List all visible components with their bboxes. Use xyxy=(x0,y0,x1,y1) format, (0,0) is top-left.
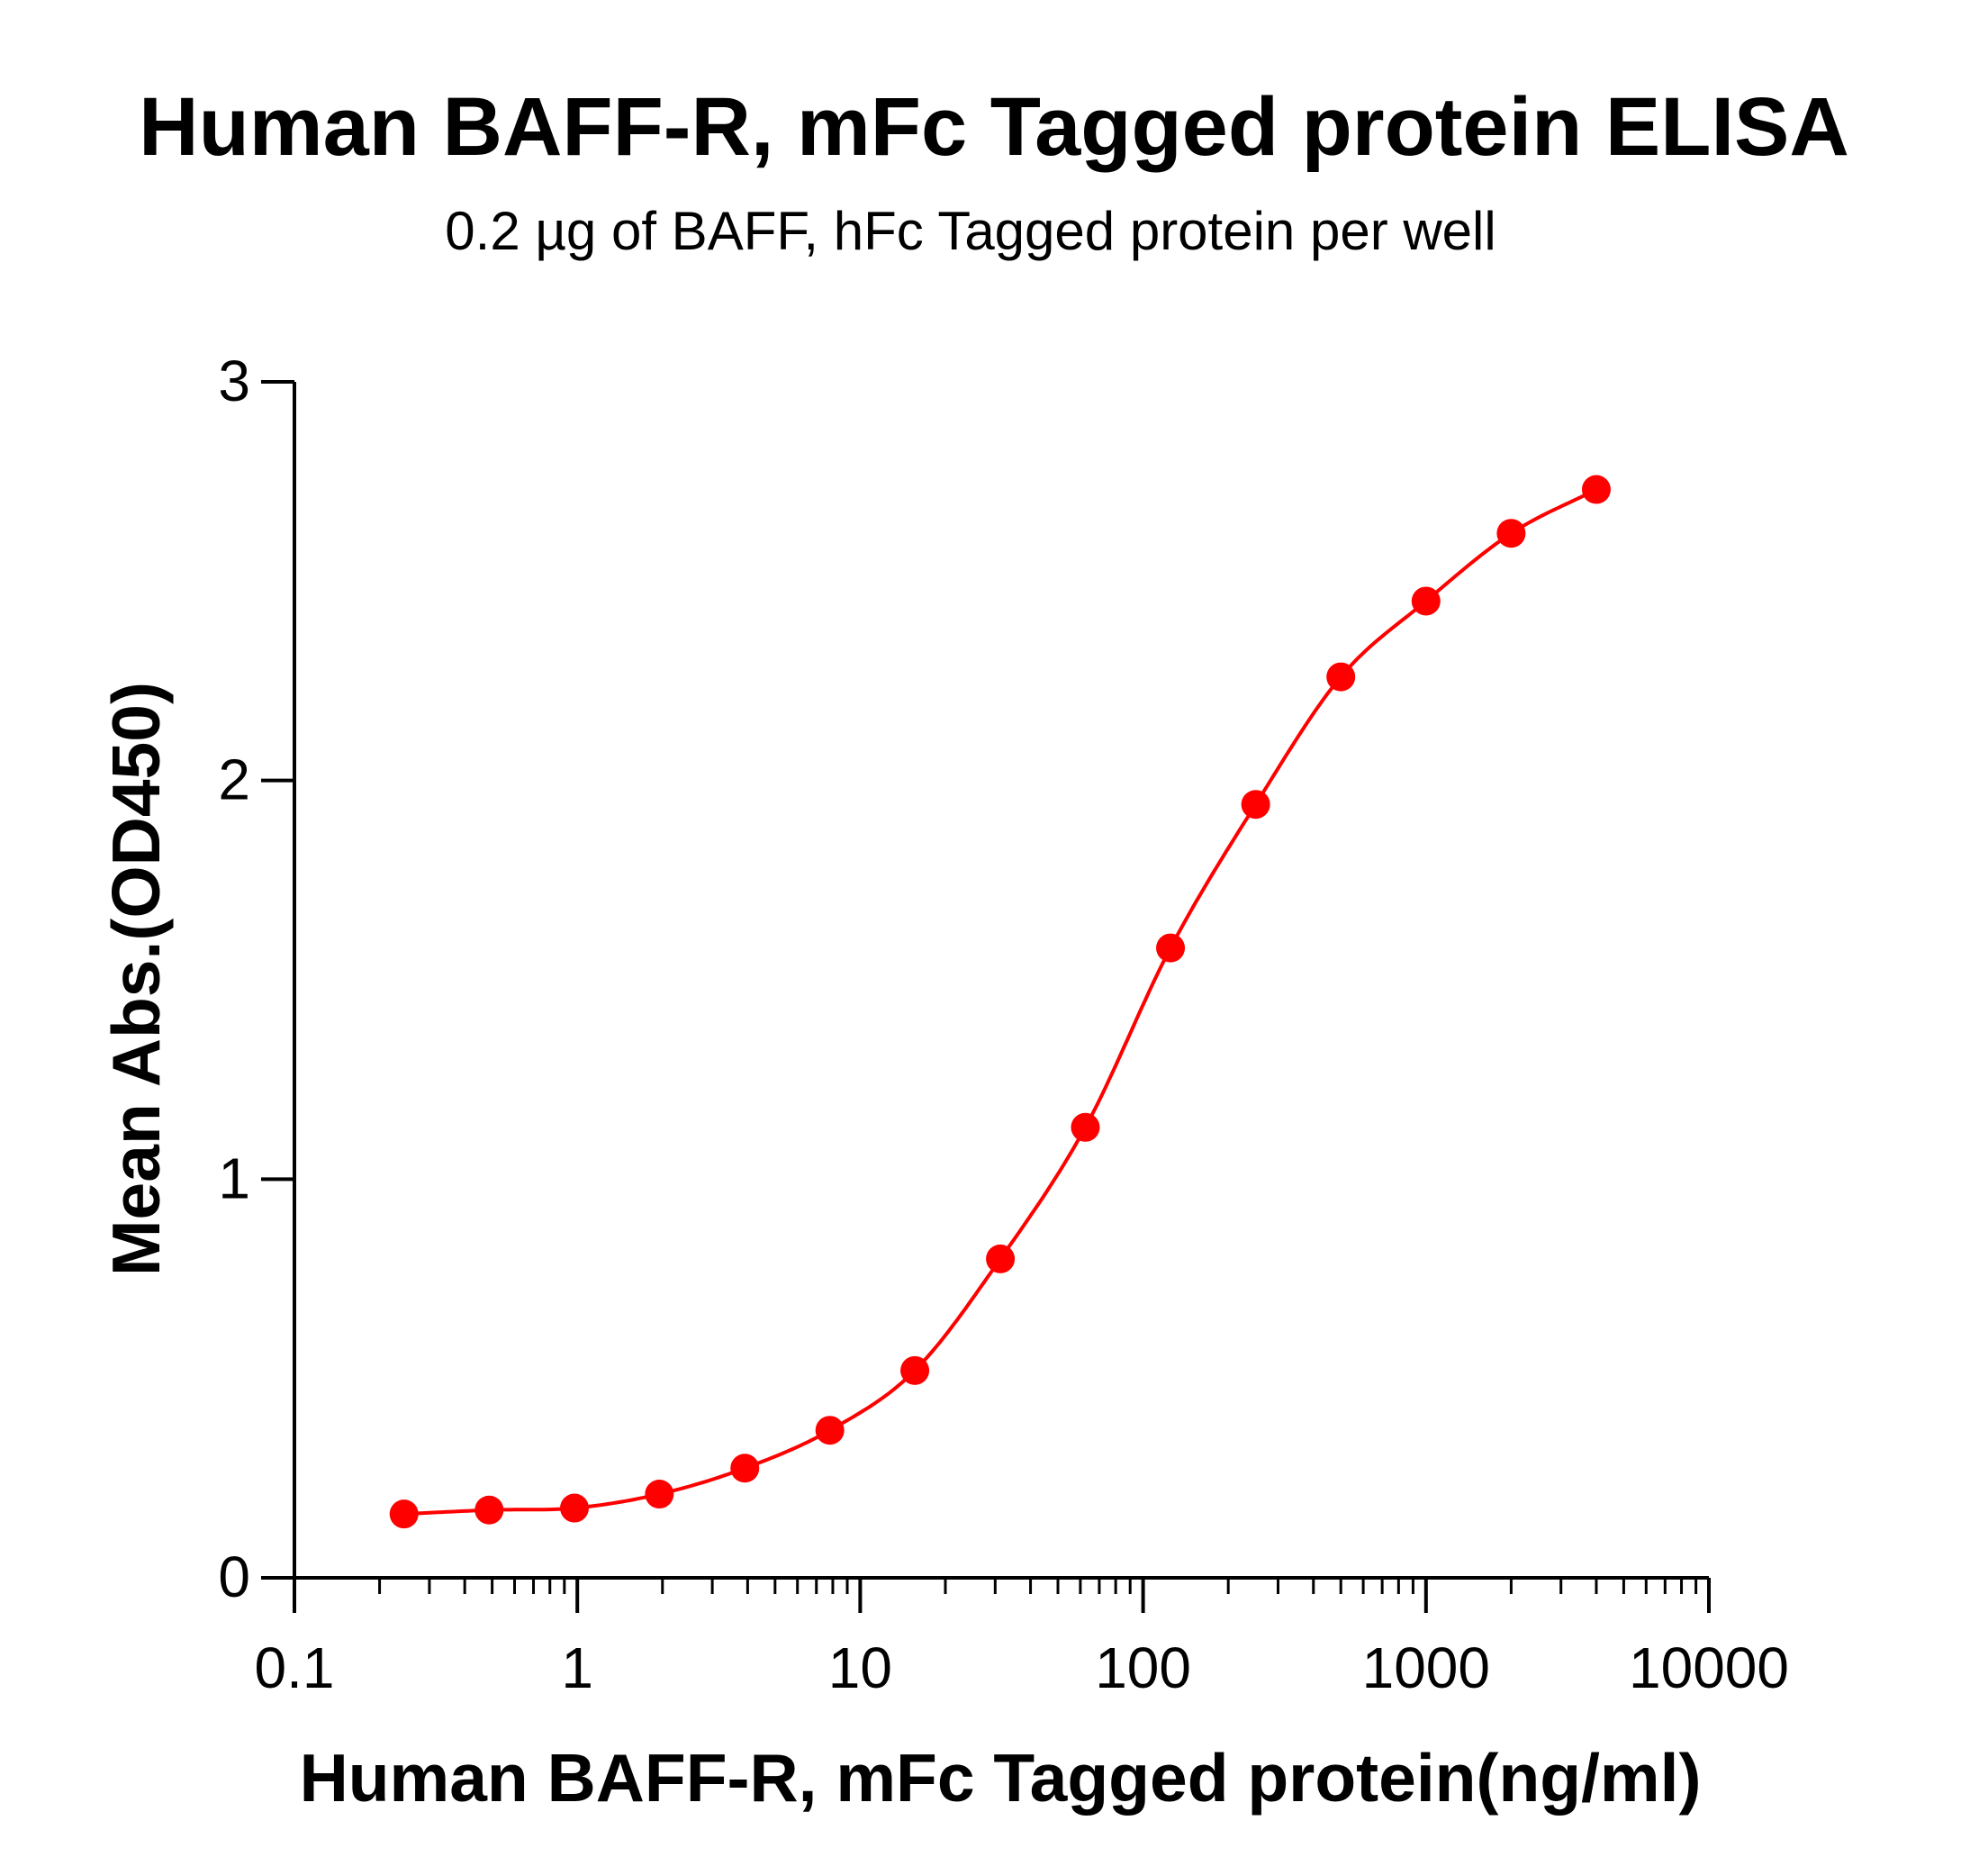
x-tick-label-3: 100 xyxy=(1095,1635,1191,1700)
chart-title: Human BAFF-R, mFc Tagged protein ELISA xyxy=(139,81,1849,173)
y-axis-label: Mean Abs.(OD450) xyxy=(98,682,174,1276)
y-axis-ticks: 0 1 2 3 xyxy=(218,349,294,1609)
data-point-8 xyxy=(1071,1112,1100,1142)
y-tick-label-2: 2 xyxy=(218,747,250,812)
data-point-14 xyxy=(1581,475,1611,504)
data-point-6 xyxy=(900,1355,930,1385)
y-tick-label-1: 1 xyxy=(218,1146,250,1210)
fit-curve xyxy=(403,487,1597,1517)
x-tick-label-5: 10000 xyxy=(1629,1635,1789,1700)
data-point-9 xyxy=(1156,933,1186,963)
data-point-2 xyxy=(560,1493,590,1523)
data-point-0 xyxy=(389,1499,419,1529)
x-axis-ticks: 0.1 1 10 100 1000 10000 xyxy=(255,1578,1789,1700)
x-axis-label: Human BAFF-R, mFc Tagged protein(ng/ml) xyxy=(300,1740,1702,1816)
data-point-12 xyxy=(1411,586,1441,616)
x-tick-label-1: 1 xyxy=(561,1635,593,1700)
y-tick-label-0: 0 xyxy=(218,1544,250,1609)
x-tick-label-0: 0.1 xyxy=(255,1635,335,1700)
data-point-5 xyxy=(815,1416,845,1445)
chart-subtitle: 0.2 µg of BAFF, hFc Tagged protein per w… xyxy=(445,201,1496,261)
data-point-10 xyxy=(1241,790,1270,820)
y-tick-label-3: 3 xyxy=(218,349,250,413)
data-point-4 xyxy=(730,1454,760,1483)
x-tick-label-2: 10 xyxy=(828,1635,892,1700)
data-point-1 xyxy=(474,1495,504,1525)
data-point-13 xyxy=(1496,519,1526,548)
data-point-11 xyxy=(1326,662,1356,692)
data-point-3 xyxy=(645,1480,674,1509)
x-tick-label-4: 1000 xyxy=(1362,1635,1490,1700)
data-point-7 xyxy=(986,1244,1016,1273)
data-points xyxy=(389,475,1611,1529)
